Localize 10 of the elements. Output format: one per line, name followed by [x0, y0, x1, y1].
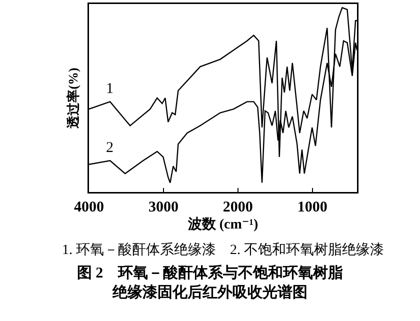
- y-axis-title: 透过率(%): [66, 68, 81, 130]
- x-axis-title: 波数 (cm⁻¹): [186, 216, 258, 233]
- x-tick-label: 2000: [222, 200, 253, 216]
- text: 1. 环氧－酸酐体系绝缘漆 2. 不饱和环氧树脂绝缘漆: [62, 242, 384, 258]
- x-tick-label: 3000: [148, 200, 178, 216]
- x-tick-label: 4000: [74, 200, 104, 216]
- x-tick-label: 1000: [297, 200, 328, 216]
- series-label: 2: [106, 140, 114, 156]
- series-label: 1: [106, 81, 114, 97]
- text: 图 2 环氧－酸酐体系与不饱和环氧树脂绝缘漆固化后红外吸收光谱图: [76, 264, 344, 302]
